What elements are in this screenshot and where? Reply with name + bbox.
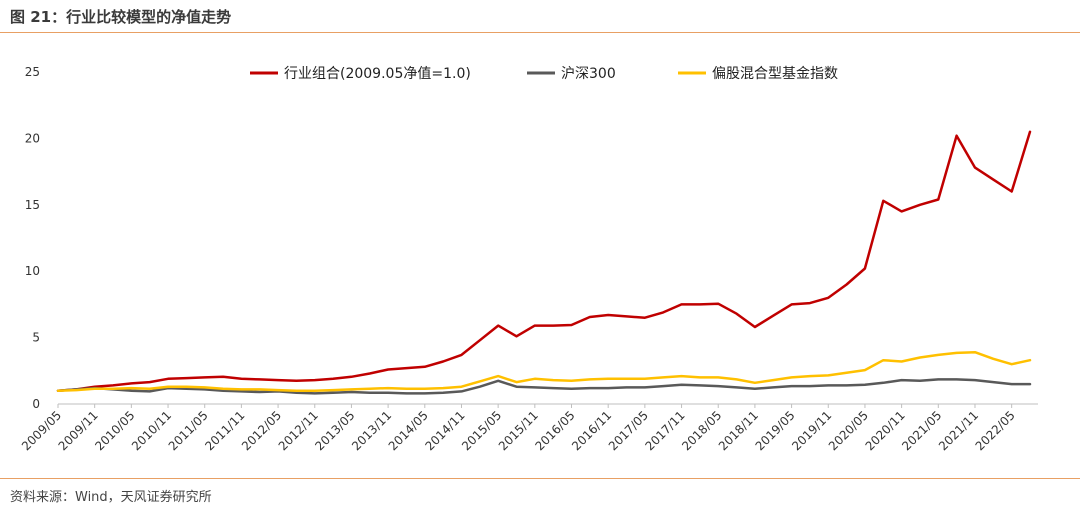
y-axis: 0 5 10 15 20 25 [25, 65, 40, 411]
x-tick-label: 2012/05 [239, 408, 284, 453]
x-tick-label: 2010/11 [129, 408, 174, 453]
x-tick-label: 2017/11 [643, 408, 688, 453]
x-tick-label: 2016/11 [569, 408, 614, 453]
y-tick-label: 15 [25, 198, 40, 212]
x-tick-label: 2018/11 [716, 408, 761, 453]
x-tick-label: 2017/05 [606, 408, 651, 453]
x-tick-label: 2016/05 [532, 408, 577, 453]
line-chart: 行业组合(2009.05净值=1.0) 沪深300 偏股混合型基金指数 0 5 10 15… [19, 65, 1038, 453]
top-divider [0, 32, 1080, 33]
y-tick-label: 5 [32, 331, 40, 345]
x-tick-label: 2018/05 [679, 408, 724, 453]
x-tick-label: 2015/05 [459, 408, 504, 453]
bottom-divider [0, 478, 1080, 479]
x-tick-label: 2013/05 [312, 408, 357, 453]
x-tick-label: 2021/11 [936, 408, 981, 453]
x-tick-label: 2019/11 [789, 408, 834, 453]
source-note: 资料来源：Wind，天风证券研究所 [10, 490, 212, 505]
x-tick-label: 2020/11 [863, 408, 908, 453]
x-tick-label: 2019/05 [753, 408, 798, 453]
x-tick-label: 2013/11 [349, 408, 394, 453]
x-tick-label: 2014/05 [386, 408, 431, 453]
x-tick-label: 2009/11 [56, 408, 101, 453]
chart-legend: 行业组合(2009.05净值=1.0) 沪深300 偏股混合型基金指数 [250, 65, 838, 82]
x-tick-label: 2021/05 [899, 408, 944, 453]
x-tick-label: 2011/11 [202, 408, 247, 453]
y-tick-label: 20 [25, 131, 40, 145]
x-axis: 2009/052009/112010/052010/112011/052011/… [19, 403, 1038, 453]
y-tick-label: 25 [25, 65, 40, 79]
series-line-2 [56, 350, 1032, 392]
x-tick-label: 2014/11 [422, 408, 467, 453]
y-tick-label: 0 [32, 397, 40, 411]
x-tick-label: 2012/11 [276, 408, 321, 453]
x-tick-label: 2015/11 [496, 408, 541, 453]
figure-title: 图 21：行业比较模型的净值走势 [10, 8, 232, 26]
x-tick-label: 2009/05 [19, 408, 64, 453]
x-tick-label: 2022/05 [973, 408, 1018, 453]
x-tick-label: 2011/05 [166, 408, 211, 453]
y-tick-label: 10 [25, 264, 40, 278]
legend-label-0: 行业组合(2009.05净值=1.0) [284, 66, 471, 82]
series-line-1 [56, 378, 1032, 395]
legend-label-1: 沪深300 [561, 66, 616, 82]
series-lines [56, 130, 1032, 395]
x-tick-label: 2020/05 [826, 408, 871, 453]
series-line-0 [56, 130, 1032, 392]
x-tick-label: 2010/05 [92, 408, 137, 453]
legend-label-2: 偏股混合型基金指数 [712, 65, 838, 82]
